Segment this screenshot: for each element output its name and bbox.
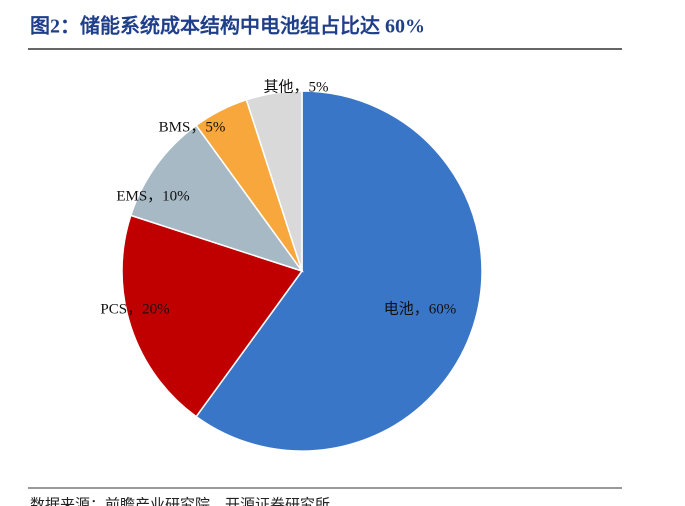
pie-slice <box>121 214 304 418</box>
data-label: PCS，20% <box>100 301 169 317</box>
chart-title: 图2：储能系统成本结构中电池组占比达 60% <box>30 14 425 38</box>
pie-slice <box>129 124 304 273</box>
data-label: 其他，5% <box>264 78 329 95</box>
data-label: EMS，10% <box>116 188 189 204</box>
data-label: 电池，60% <box>384 300 457 317</box>
source: 数据来源：前瞻产业研究院、开源证券研究所 <box>30 495 330 506</box>
pie-slice <box>195 90 483 452</box>
pie-slice <box>245 90 303 272</box>
data-label: BMS，5% <box>159 119 226 135</box>
